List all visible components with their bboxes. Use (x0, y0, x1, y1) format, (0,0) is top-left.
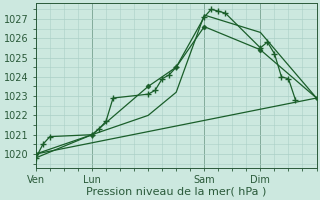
X-axis label: Pression niveau de la mer( hPa ): Pression niveau de la mer( hPa ) (86, 187, 266, 197)
